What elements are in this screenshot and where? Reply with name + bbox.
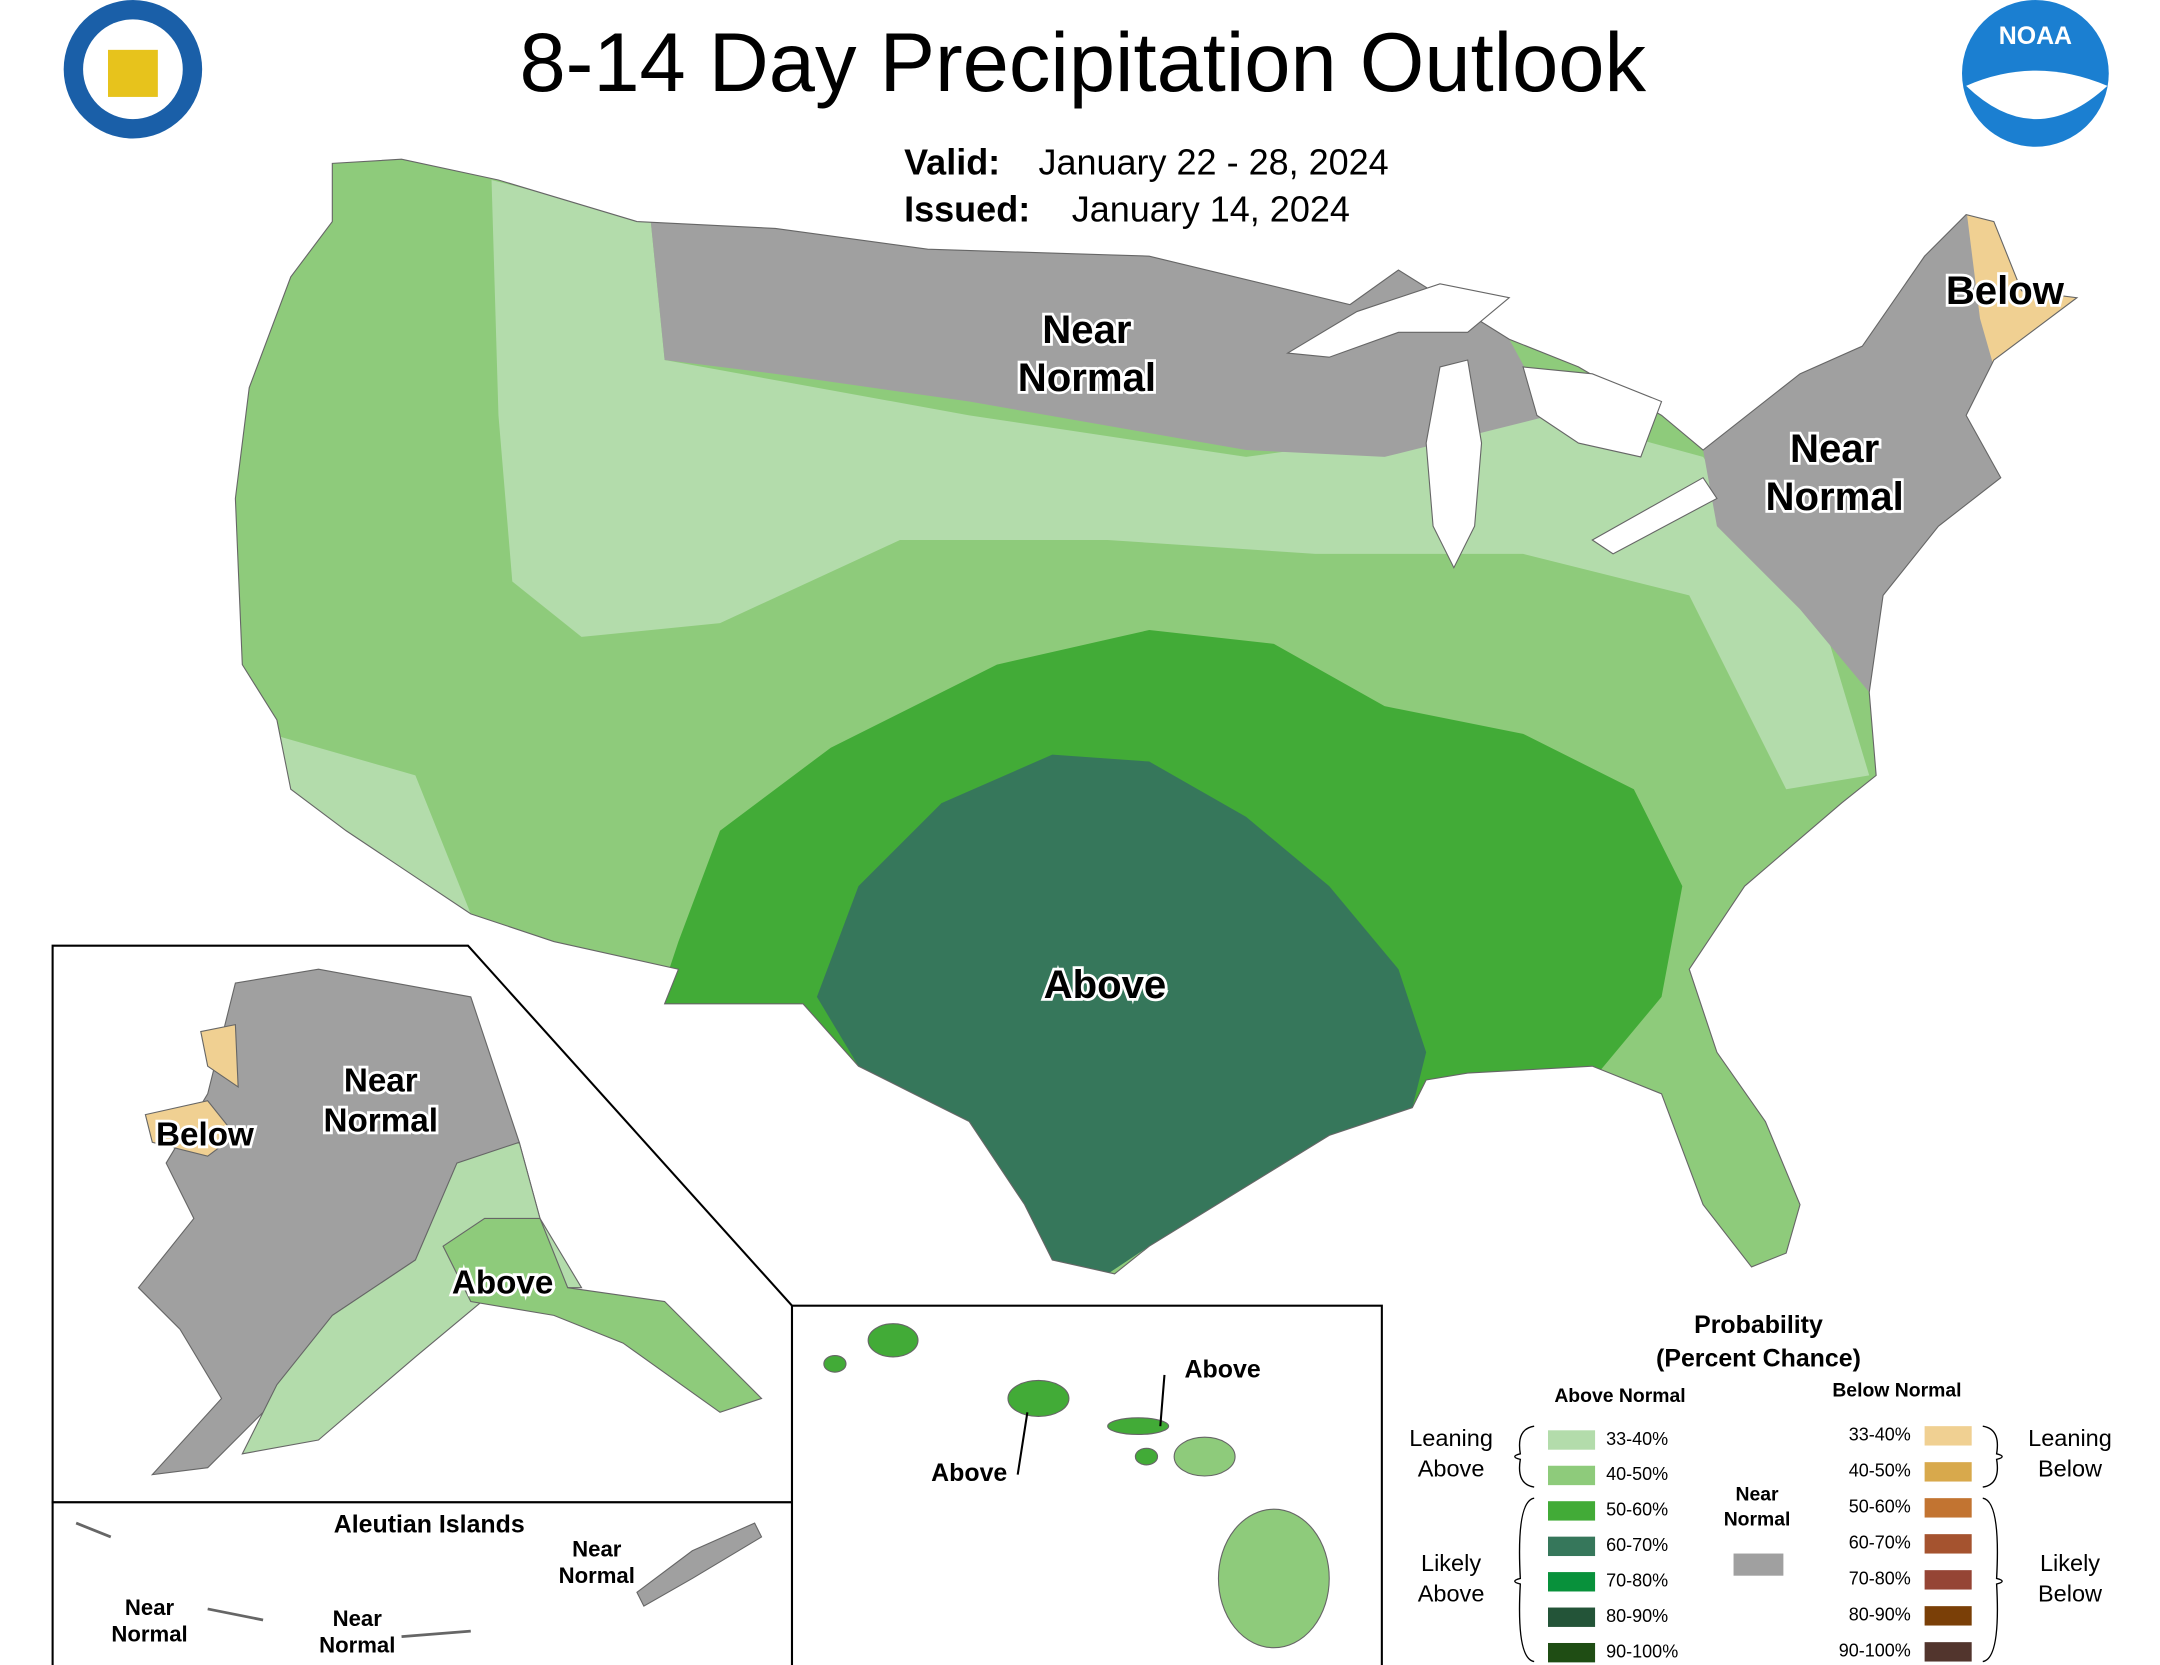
region-label: Below (1946, 268, 2065, 313)
legend-label: 50-60% (1606, 1500, 1668, 1520)
legend-brace (1514, 1497, 1535, 1663)
region-label: Near (344, 1063, 418, 1100)
legend-group: Leaning (1409, 1425, 1493, 1451)
region-label: Above (931, 1459, 1007, 1487)
region-label: Near (333, 1606, 383, 1631)
legend-title: (Percent Chance) (1656, 1344, 1861, 1372)
region-label: Normal (324, 1102, 438, 1139)
legend-label: 40-50% (1606, 1464, 1668, 1484)
legend-group: Leaning (2028, 1425, 2112, 1451)
legend-swatch (1924, 1498, 1972, 1518)
region-label: Below (156, 1117, 254, 1154)
legend-swatch (1924, 1570, 1972, 1590)
region-label: Near (572, 1537, 622, 1562)
logos: NOAA (63, 0, 2109, 147)
legend-label: 33-40% (1849, 1425, 1911, 1445)
legend-brace (1982, 1425, 2003, 1488)
logo-text: NOAA (1999, 22, 2072, 50)
legend-swatch (1924, 1426, 1972, 1446)
legend-group: Normal (1724, 1508, 1791, 1530)
region-label: Near (1042, 307, 1132, 352)
region-label: Above (1044, 962, 1167, 1007)
legend-label: 80-90% (1849, 1605, 1911, 1625)
legend-label: 90-100% (1839, 1641, 1911, 1661)
legend-group: Likely (2040, 1550, 2100, 1576)
legend-label: 70-80% (1606, 1571, 1668, 1591)
legend-swatch (1548, 1536, 1596, 1557)
legend-label: 70-80% (1849, 1569, 1911, 1589)
valid-label: Valid: (904, 141, 1000, 182)
legend-swatch (1924, 1606, 1972, 1626)
legend-group: Likely (1421, 1550, 1481, 1576)
legend-swatch (1924, 1642, 1972, 1662)
region-label: Normal (319, 1632, 395, 1657)
region-label: Normal (111, 1621, 187, 1646)
legend-label: 80-90% (1606, 1606, 1668, 1626)
region-label: Normal (559, 1563, 635, 1588)
legend-swatch (1548, 1572, 1596, 1592)
hawaii-inset (790, 1304, 1383, 1665)
legend-swatch (1548, 1642, 1596, 1663)
region-label: Above (452, 1265, 554, 1302)
legend-brace (1982, 1497, 2003, 1663)
legend-swatch (1924, 1462, 1972, 1482)
legend-swatch (1548, 1607, 1596, 1627)
region-label: Normal (1018, 355, 1156, 400)
region-label: Normal (1765, 474, 1903, 519)
issued-date: January 14, 2024 (1072, 188, 1350, 229)
legend-swatch (1924, 1534, 1972, 1554)
legend-group: Above (1418, 1580, 1485, 1606)
title: 8-14 Day Precipitation Outlook (519, 16, 1646, 109)
legend-heading: Below Normal (1832, 1380, 1961, 1402)
region-label: Near (1790, 426, 1880, 471)
valid-dates: January 22 - 28, 2024 (1038, 141, 1388, 182)
alaska-inset (51, 944, 794, 1665)
legend-group: Below (2038, 1456, 2103, 1482)
legend-label: 50-60% (1849, 1497, 1911, 1517)
region-label: Near (125, 1595, 175, 1620)
legend-brace (1514, 1425, 1535, 1488)
legend-label: 60-70% (1606, 1535, 1668, 1555)
issued-label: Issued: (904, 188, 1030, 229)
legend-swatch (1548, 1501, 1596, 1521)
legend-swatch (1548, 1430, 1596, 1450)
legend-group: Above (1418, 1456, 1485, 1482)
legend-group: Below (2038, 1580, 2103, 1606)
aleutian-title: Aleutian Islands (334, 1510, 525, 1538)
legend-label: 90-100% (1606, 1641, 1678, 1661)
legend-swatch (1733, 1553, 1784, 1576)
legend-label: 33-40% (1606, 1429, 1668, 1449)
legend-label: 40-50% (1849, 1461, 1911, 1481)
legend-label: 60-70% (1849, 1533, 1911, 1553)
region-label: Above (1185, 1355, 1261, 1383)
legend-group: Near (1736, 1484, 1780, 1506)
legend-swatch (1548, 1465, 1596, 1486)
legend-title: Probability (1694, 1311, 1823, 1339)
legend-heading: Above Normal (1554, 1385, 1685, 1407)
